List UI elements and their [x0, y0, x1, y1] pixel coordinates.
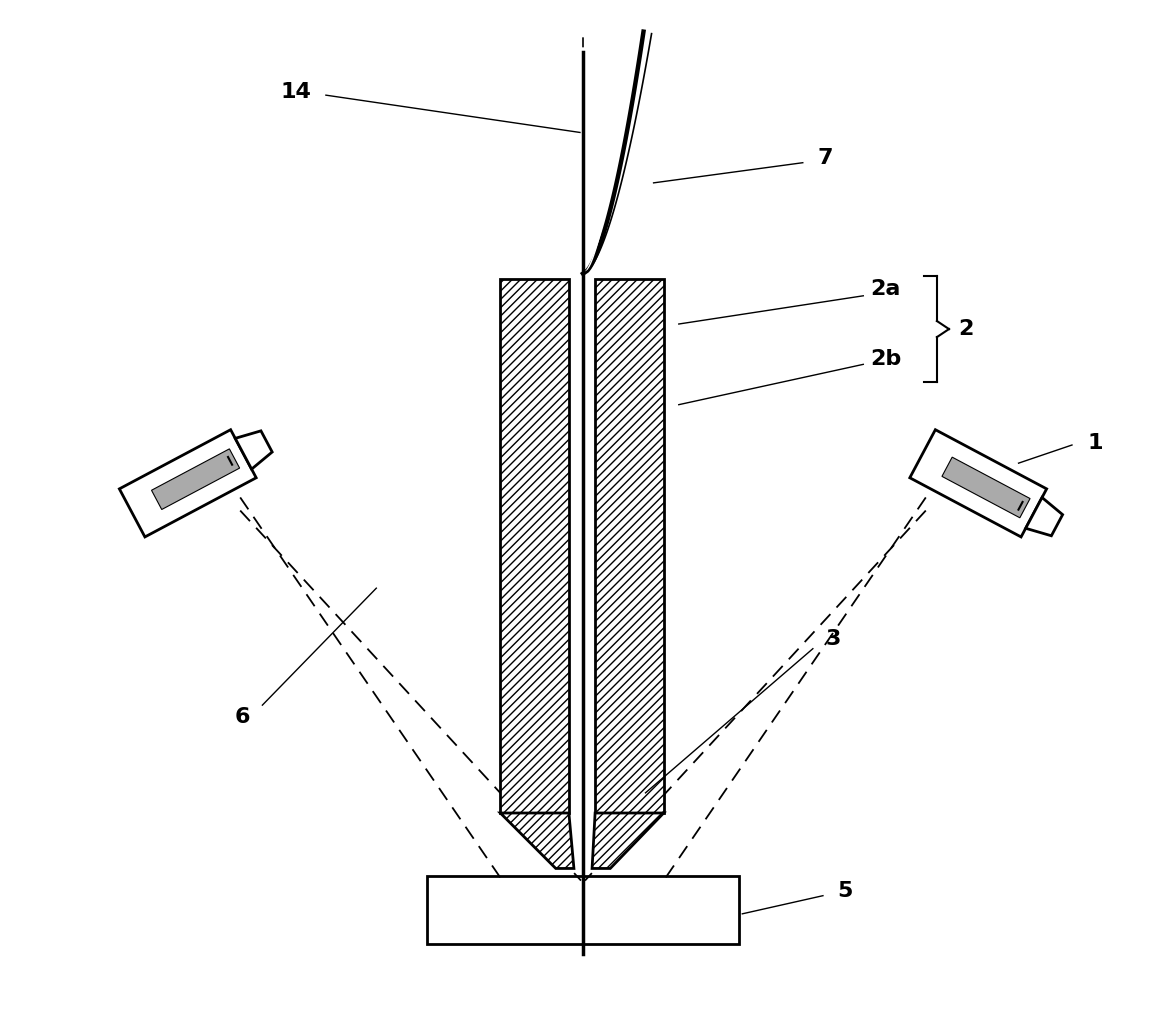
Polygon shape [592, 813, 663, 868]
Bar [595, 279, 663, 813]
Text: 2b: 2b [870, 350, 901, 369]
Polygon shape [500, 813, 574, 868]
Polygon shape [1026, 497, 1062, 536]
Text: 14: 14 [280, 82, 311, 102]
Bar [595, 279, 663, 813]
Polygon shape [236, 431, 272, 469]
Text: 6: 6 [234, 708, 250, 727]
Text: 2: 2 [958, 319, 974, 339]
Polygon shape [909, 430, 1047, 537]
Bar [427, 876, 739, 944]
Polygon shape [942, 457, 1030, 518]
Text: 2a: 2a [870, 279, 900, 298]
Text: 1: 1 [1088, 433, 1103, 453]
Text: 7: 7 [817, 148, 833, 168]
Text: 5: 5 [837, 881, 852, 901]
Polygon shape [152, 449, 240, 510]
Bar [500, 279, 569, 813]
Text: 3: 3 [826, 629, 841, 649]
Polygon shape [119, 430, 257, 537]
Bar [500, 279, 569, 813]
